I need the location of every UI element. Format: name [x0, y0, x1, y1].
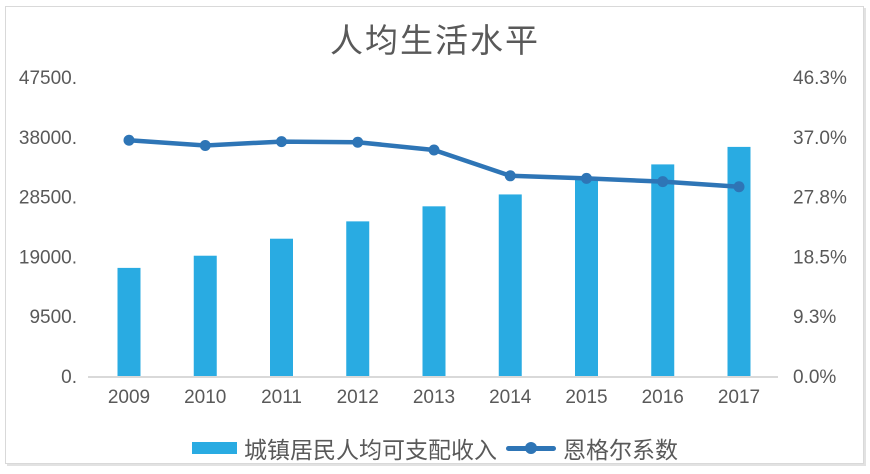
x-axis-label: 2009 [108, 387, 150, 408]
legend-label-income: 城镇居民人均可支配收入 [244, 438, 497, 464]
right-axis-tick: 27.8% [793, 188, 847, 209]
left-axis-tick: 9500. [29, 307, 77, 328]
line-point-2012 [352, 136, 364, 148]
x-axis-label: 2013 [413, 387, 455, 408]
left-axis-tick: 0. [61, 367, 77, 388]
legend-item-engel: 恩格尔系数 [506, 431, 678, 465]
x-axis-label: 2014 [489, 387, 532, 408]
legend-item-income: 城镇居民人均可支配收入 [192, 431, 497, 465]
legend: 城镇居民人均可支配收入 恩格尔系数 [0, 431, 870, 465]
bar-2017 [727, 146, 751, 376]
legend-label-engel: 恩格尔系数 [563, 438, 678, 464]
right-axis-tick: 46.3% [793, 68, 847, 89]
line-point-2010 [199, 139, 211, 151]
bar-2010 [193, 255, 217, 376]
line-point-2014 [504, 170, 516, 182]
right-axis-tick: 18.5% [793, 247, 847, 268]
line-point-2011 [276, 136, 287, 148]
line-point-2016 [657, 176, 669, 188]
bar-2013 [422, 206, 446, 376]
line-swatch-marker [525, 442, 537, 454]
line-point-2009 [123, 134, 135, 146]
right-axis-tick: 0.0% [793, 367, 836, 388]
chart-title: 人均生活水平 [330, 21, 540, 60]
bar-2009 [117, 267, 141, 376]
line-point-2015 [581, 172, 592, 184]
right-axis-tick: 37.0% [793, 128, 847, 149]
x-axis-label: 2011 [261, 387, 302, 408]
bar-2016 [651, 164, 675, 376]
line-point-2017 [733, 181, 745, 193]
bar-2014 [498, 194, 522, 376]
left-axis-tick: 47500. [19, 68, 77, 89]
bar-2011 [270, 238, 293, 376]
bar-series-swatch-icon [192, 442, 237, 454]
line-series-swatch-icon [506, 442, 556, 454]
x-axis-label: 2010 [184, 387, 226, 408]
right-axis-tick: 9.3% [793, 307, 836, 328]
bar-2015 [575, 179, 598, 376]
line-point-2013 [428, 144, 440, 156]
bar-2012 [346, 221, 370, 376]
x-axis-label: 2015 [565, 387, 607, 408]
left-axis-tick: 28500. [19, 188, 77, 209]
x-axis-label: 2016 [642, 387, 684, 408]
x-axis-label: 2017 [718, 387, 760, 408]
left-axis-tick: 19000. [19, 247, 77, 268]
left-axis-tick: 38000. [19, 128, 77, 149]
x-axis-label: 2012 [337, 387, 379, 408]
